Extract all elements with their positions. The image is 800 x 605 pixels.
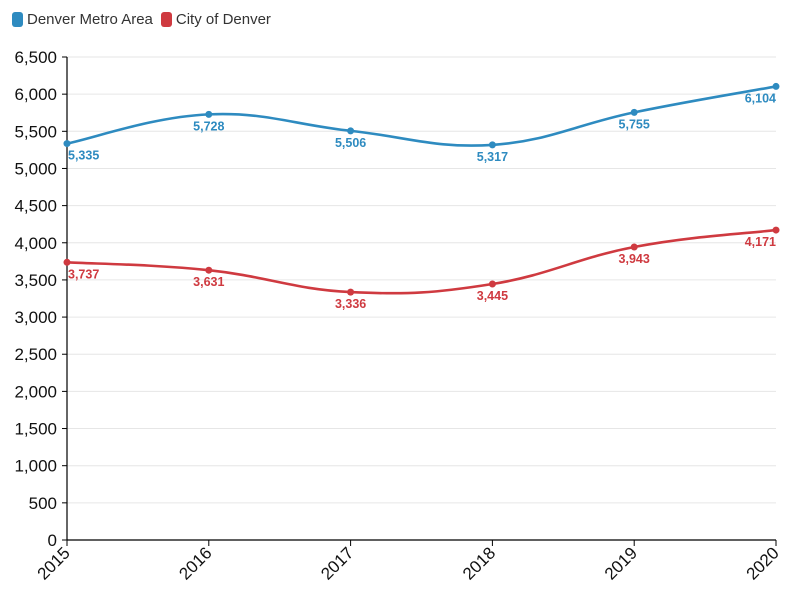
data-point — [63, 258, 71, 266]
y-tick-label: 4,000 — [14, 234, 57, 253]
legend-item-city-of-denver[interactable]: City of Denver — [160, 11, 271, 28]
x-tick-label: 2015 — [34, 543, 74, 583]
y-tick-label: 6,500 — [14, 48, 57, 67]
data-label: 4,171 — [745, 235, 776, 249]
y-tick-label: 1,000 — [14, 457, 57, 476]
data-label: 6,104 — [745, 91, 776, 105]
x-tick-label: 2018 — [459, 543, 499, 583]
data-point — [205, 110, 213, 118]
y-tick-label: 4,500 — [14, 197, 57, 216]
data-point — [347, 127, 355, 135]
legend: Denver Metro Area City of Denver — [12, 11, 279, 28]
y-tick-label: 6,000 — [14, 85, 57, 104]
data-label: 5,728 — [193, 119, 224, 133]
data-label: 3,336 — [335, 297, 366, 311]
data-point — [772, 82, 780, 90]
y-tick-label: 0 — [48, 531, 57, 550]
data-point — [205, 266, 213, 274]
y-tick-label: 5,000 — [14, 159, 57, 178]
data-label: 3,943 — [619, 252, 650, 266]
data-point — [630, 108, 638, 116]
series-line — [66, 228, 777, 295]
data-point — [63, 140, 71, 148]
data-label: 5,755 — [619, 117, 650, 131]
x-tick-label: 2016 — [175, 543, 215, 583]
data-label: 3,445 — [477, 289, 508, 303]
y-tick-label: 5,500 — [14, 122, 57, 141]
legend-swatch-city-of-denver — [160, 12, 172, 27]
y-tick-label: 2,500 — [14, 345, 57, 364]
y-tick-label: 500 — [29, 494, 57, 513]
legend-label-city-of-denver: City of Denver — [175, 11, 271, 28]
x-tick-label: 2017 — [317, 543, 357, 583]
y-tick-label: 1,500 — [14, 420, 57, 439]
data-label: 5,335 — [68, 149, 99, 163]
series-line — [66, 85, 777, 147]
y-tick-label: 2,000 — [14, 382, 57, 401]
data-label: 5,317 — [477, 150, 508, 164]
data-point — [488, 141, 496, 149]
data-point — [488, 280, 496, 288]
legend-item-denver-metro[interactable]: Denver Metro Area — [12, 11, 153, 28]
x-tick-label: 2020 — [743, 543, 783, 583]
data-label: 3,737 — [68, 267, 99, 281]
data-point — [347, 288, 355, 296]
data-point — [772, 226, 780, 234]
y-tick-label: 3,500 — [14, 271, 57, 290]
y-tick-label: 3,000 — [14, 308, 57, 327]
x-tick-label: 2019 — [601, 543, 641, 583]
data-label: 5,506 — [335, 136, 366, 150]
legend-swatch-denver-metro — [12, 12, 23, 27]
legend-label-denver-metro: Denver Metro Area — [27, 11, 153, 28]
data-point — [630, 243, 638, 251]
data-label: 3,631 — [193, 275, 224, 289]
